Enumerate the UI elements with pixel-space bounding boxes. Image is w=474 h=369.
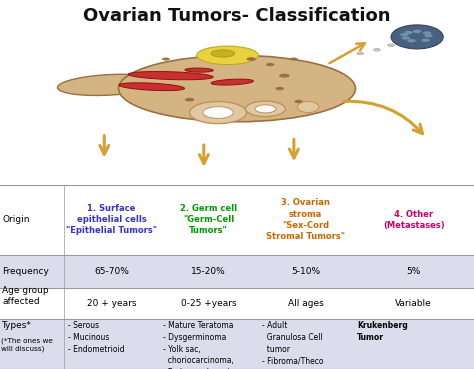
Text: (*The ones we
will discuss): (*The ones we will discuss) — [1, 338, 53, 352]
Text: 15-20%: 15-20% — [191, 267, 226, 276]
Circle shape — [246, 57, 256, 61]
Ellipse shape — [119, 83, 184, 91]
Circle shape — [290, 58, 298, 61]
Text: 65-70%: 65-70% — [94, 267, 129, 276]
Ellipse shape — [211, 79, 254, 85]
Text: 1. Surface
epithelial cells
"Epithelial Tumors": 1. Surface epithelial cells "Epithelial … — [66, 204, 157, 235]
Circle shape — [401, 37, 410, 40]
Ellipse shape — [118, 55, 356, 122]
Text: Krukenberg
Tumor: Krukenberg Tumor — [357, 321, 408, 342]
Circle shape — [294, 100, 303, 103]
Text: Types*: Types* — [1, 321, 31, 330]
Text: 0-25 +years: 0-25 +years — [181, 299, 237, 308]
Text: Ovarian Tumors- Classification: Ovarian Tumors- Classification — [83, 7, 391, 25]
Text: 20 + years: 20 + years — [87, 299, 136, 308]
Circle shape — [424, 34, 433, 38]
Circle shape — [423, 31, 431, 35]
Text: 4. Other
(Metastases): 4. Other (Metastases) — [383, 210, 445, 230]
Text: 3. Ovarian
stroma
"Sex-Cord
Stromal Tumors": 3. Ovarian stroma "Sex-Cord Stromal Tumo… — [266, 199, 345, 241]
Circle shape — [413, 30, 421, 33]
Bar — [0, 184, 474, 255]
Bar — [0, 288, 474, 319]
Ellipse shape — [185, 68, 213, 72]
Ellipse shape — [197, 46, 258, 65]
Ellipse shape — [57, 74, 161, 96]
Circle shape — [374, 49, 380, 51]
Text: - Mature Teratoma
- Dysgerminoma
- Yolk sac,
  choriocarcinoma,
  Embryonal carc: - Mature Teratoma - Dysgerminoma - Yolk … — [163, 321, 251, 369]
Circle shape — [404, 31, 413, 34]
Text: Frequency: Frequency — [2, 267, 49, 276]
Circle shape — [275, 87, 284, 90]
Ellipse shape — [391, 25, 443, 49]
Ellipse shape — [211, 50, 235, 57]
Circle shape — [203, 107, 233, 118]
Circle shape — [421, 38, 430, 42]
Text: 5-10%: 5-10% — [291, 267, 320, 276]
Text: Origin: Origin — [2, 215, 30, 224]
Text: 2. Germ cell
"Germ-Cell
Tumors": 2. Germ cell "Germ-Cell Tumors" — [180, 204, 237, 235]
Circle shape — [162, 58, 170, 61]
Circle shape — [246, 101, 285, 117]
Circle shape — [279, 74, 290, 77]
Text: 5%: 5% — [406, 267, 421, 276]
Circle shape — [185, 98, 194, 101]
Circle shape — [407, 39, 416, 42]
Circle shape — [266, 63, 274, 66]
Circle shape — [255, 105, 276, 113]
Circle shape — [190, 101, 246, 124]
Text: - Adult
  Granulosa Cell
  tumor
- Fibroma/Theco
  ma: - Adult Granulosa Cell tumor - Fibroma/T… — [262, 321, 324, 369]
Circle shape — [388, 44, 394, 46]
Text: - Serous
- Mucinous
- Endometrioid: - Serous - Mucinous - Endometrioid — [68, 321, 124, 354]
Text: All ages: All ages — [288, 299, 324, 308]
Text: Variable: Variable — [395, 299, 432, 308]
Circle shape — [357, 52, 364, 55]
Ellipse shape — [128, 72, 213, 80]
Text: Age group
affected: Age group affected — [2, 286, 49, 306]
Ellipse shape — [298, 101, 319, 113]
Bar — [0, 255, 474, 288]
Circle shape — [400, 33, 409, 37]
Bar — [0, 319, 474, 369]
